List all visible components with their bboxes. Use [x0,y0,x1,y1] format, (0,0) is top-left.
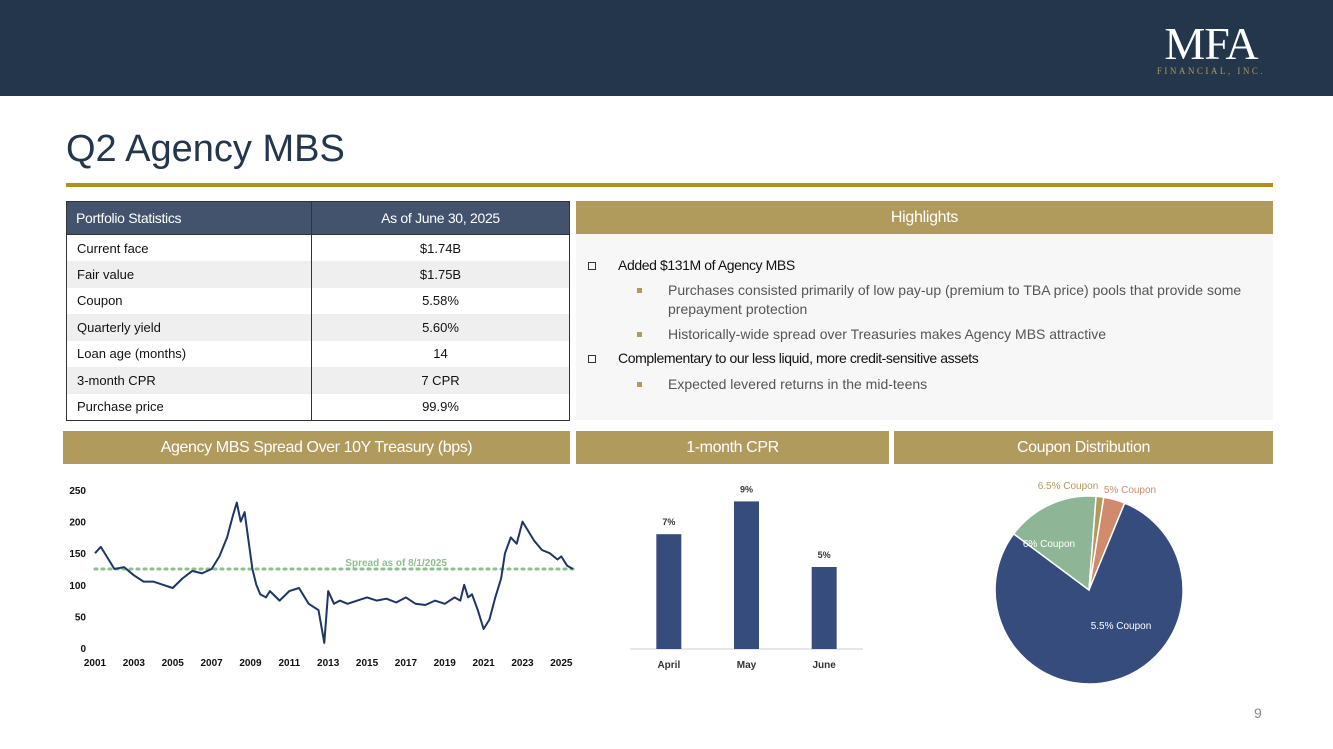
x-tick-label: 2005 [162,658,185,669]
y-tick-label: 0 [80,644,86,655]
row-label: Coupon [66,287,312,314]
highlights-panel: Added $131M of Agency MBS Purchases cons… [576,234,1273,420]
bar-data-label: 7% [662,517,675,527]
table-row: Purchase price 99.9% [66,393,570,420]
reference-annotation: Spread as of 8/1/2025 [345,558,447,569]
y-tick-label: 150 [69,549,86,560]
x-tick-label: 2013 [317,658,340,669]
highlights-header: Highlights [576,201,1273,234]
x-tick-label: 2025 [550,658,573,669]
row-label: Current face [66,234,312,261]
x-tick-label: 2015 [356,658,379,669]
checkbox-bullet-icon [588,355,596,363]
y-tick-label: 100 [69,581,86,592]
table-row: Quarterly yield 5.60% [66,314,570,341]
bar-data-label: 9% [740,484,753,494]
row-value: $1.74B [311,234,570,261]
row-label: Quarterly yield [66,314,312,341]
company-logo: MFA FINANCIAL, INC. [1151,18,1271,77]
table-row: Fair value $1.75B [66,261,570,288]
y-tick-label: 50 [75,612,87,623]
page-title: Q2 Agency MBS [66,128,345,170]
pie-slice [1088,495,1105,591]
x-tick-label: 2019 [434,658,457,669]
row-label: Loan age (months) [66,340,312,367]
bar-data-label: 5% [818,550,831,560]
row-value: 5.58% [311,287,570,314]
x-tick-label: 2009 [239,658,262,669]
square-bullet-icon [637,332,642,337]
portfolio-statistics-table: Portfolio Statistics As of June 30, 2025… [66,201,570,421]
pie-slice-label: 5% Coupon [1104,485,1156,496]
row-label: Purchase price [66,393,312,420]
table-row: Current face $1.74B [66,234,570,261]
table-header-label: Portfolio Statistics [66,201,312,235]
bar-category-label: June [812,660,836,671]
highlight-subitem: Historically-wide spread over Treasuries… [668,326,1107,342]
x-tick-label: 2007 [200,658,223,669]
bar-category-label: April [657,660,680,671]
row-value: 5.60% [311,314,570,341]
cpr-bar [811,567,837,649]
logo-subtitle: FINANCIAL, INC. [1156,66,1266,76]
pie-slice [994,502,1184,685]
checkbox-bullet-icon [588,262,596,270]
square-bullet-icon [637,382,642,387]
highlight-subitem: Purchases consisted primarily of low pay… [668,282,1242,317]
pie-slice-label: 6.5% Coupon [1038,481,1099,492]
x-tick-label: 2011 [278,658,300,669]
bar-category-label: May [737,660,757,671]
cpr-bar-chart: 7% April 9% May 5% June [630,484,863,671]
x-tick-label: 2017 [395,658,418,669]
cpr-bar [656,534,682,649]
x-tick-label: 2003 [123,658,146,669]
spread-line-chart: 0 50 100 150 200 250 2001 2003 2005 2007 2009 2011 2… [69,486,575,669]
table-row: 3-month CPR 7 CPR [66,367,570,394]
table-row: Coupon 5.58% [66,287,570,314]
coupon-pie-chart: 5.5% Coupon 6% Coupon 6.5% Coupon 5% Coupon [994,481,1184,685]
row-value: 14 [311,340,570,367]
square-bullet-icon [637,288,642,293]
row-label: Fair value [66,261,312,288]
x-tick-label: 2001 [84,658,107,669]
table-row: Loan age (months) 14 [66,340,570,367]
spread-series-line [94,501,574,644]
highlight-item: Added $131M of Agency MBS [618,257,795,273]
row-value: 7 CPR [311,367,570,394]
highlight-subitem: Expected levered returns in the mid-teen… [668,376,928,392]
cpr-chart-header: 1-month CPR [576,431,889,464]
top-banner: MFA FINANCIAL, INC. [0,0,1333,96]
spread-chart-header: Agency MBS Spread Over 10Y Treasury (bps… [63,431,570,464]
highlight-item: Complementary to our less liquid, more c… [618,350,979,366]
table-header-date: As of June 30, 2025 [311,201,570,235]
row-value: $1.75B [311,261,570,288]
row-label: 3-month CPR [66,367,312,394]
x-tick-label: 2023 [511,658,534,669]
x-tick-label: 2021 [472,658,495,669]
coupon-chart-header: Coupon Distribution [894,431,1273,464]
row-value: 99.9% [311,393,570,420]
y-tick-label: 250 [69,486,86,497]
page-number: 9 [1254,705,1262,721]
logo-wordmark: MFA [1164,18,1258,69]
cpr-bar [734,501,759,649]
y-tick-label: 200 [69,518,86,529]
pie-slice-label: 5.5% Coupon [1091,621,1152,632]
pie-slice [1012,495,1097,592]
title-divider [66,183,1273,187]
pie-slice-label: 6% Coupon [1023,539,1075,550]
